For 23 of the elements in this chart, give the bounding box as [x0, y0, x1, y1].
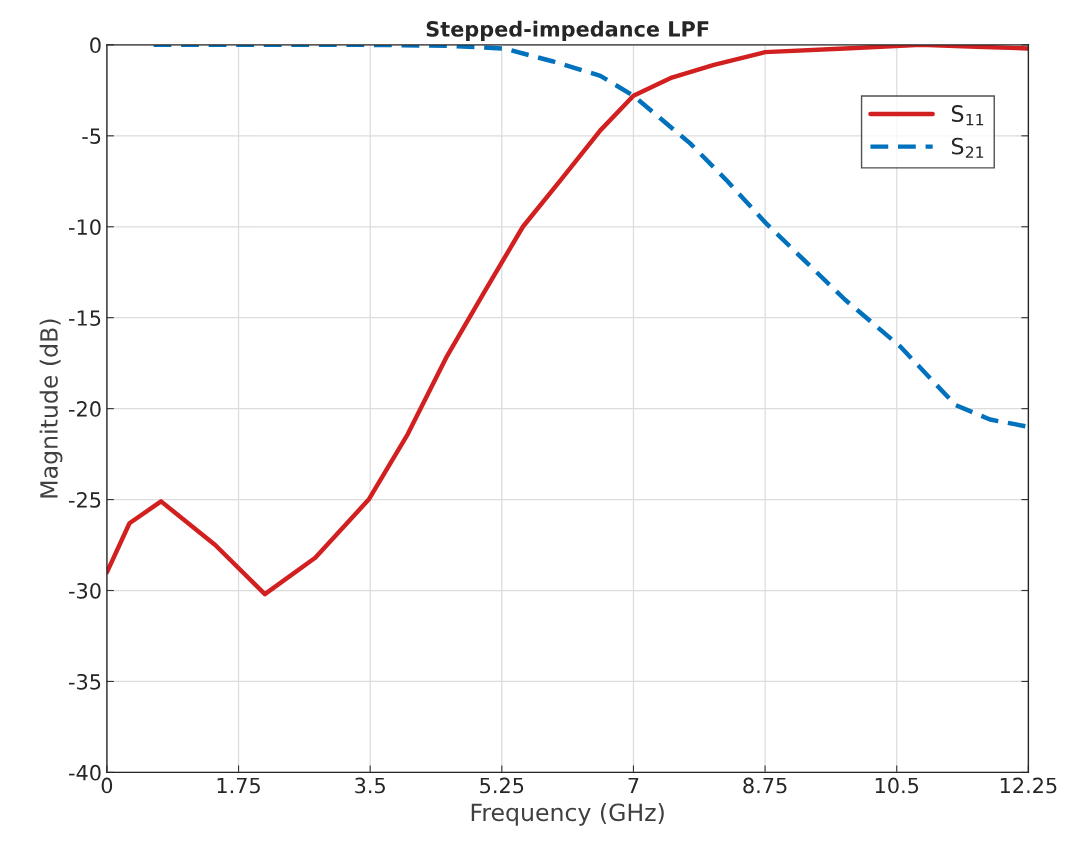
y-tick-label: -30	[69, 582, 101, 599]
y-tick-label: -5	[82, 128, 101, 145]
chart-title: Stepped-impedance LPF	[426, 20, 709, 41]
legend-label: S$_{11}$	[951, 105, 984, 126]
x-tick-label: 8.75	[743, 777, 787, 794]
x-tick-label: 10.5	[875, 777, 919, 794]
x-tick-label: 1.75	[217, 777, 260, 794]
y-tick-label: -35	[69, 673, 101, 690]
y-tick-label: 0	[90, 37, 101, 54]
y-tick-label: -10	[69, 219, 101, 235]
y-tick-label: -25	[69, 492, 101, 508]
x-axis-title: Frequency (GHz)	[471, 802, 664, 826]
x-tick-label: 5.25	[480, 777, 524, 794]
y-tick-label: -15	[69, 310, 101, 326]
x-tick-label: 12.25	[1000, 777, 1057, 794]
x-tick-label: 3.5	[355, 777, 385, 794]
x-tick-label: 7	[628, 777, 639, 794]
y-tick-label: -40	[69, 764, 101, 781]
x-tick-label: 0	[101, 777, 113, 794]
legend-label: S$_{21}$	[951, 137, 984, 158]
y-axis-title: Magnitude (dB)	[39, 319, 63, 498]
line-series	[151, 44, 1029, 430]
y-tick-label: -20	[69, 401, 101, 417]
